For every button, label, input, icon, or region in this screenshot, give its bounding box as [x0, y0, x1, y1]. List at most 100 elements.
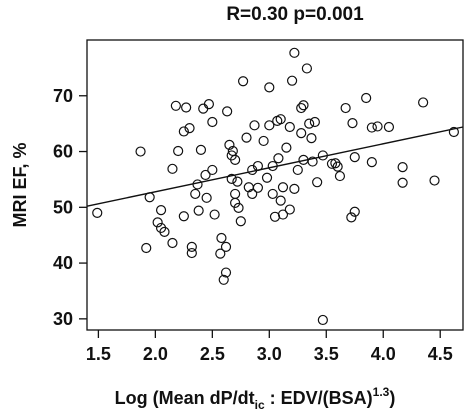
data-point-90: [346, 212, 357, 223]
data-point-102: [429, 175, 440, 186]
x-axis-label-main: Log (Mean dP/dt: [115, 388, 255, 408]
data-point-15: [184, 123, 195, 134]
data-point-87: [332, 161, 343, 172]
data-point-64: [277, 182, 289, 193]
y-tick-label-1: 40: [53, 253, 73, 273]
data-point-92: [349, 206, 360, 217]
data-point-20: [193, 205, 204, 216]
x-tick-label-6: 4.5: [428, 344, 453, 364]
data-point-63: [275, 195, 286, 206]
x-axis-label-sub: ic: [255, 398, 265, 412]
data-point-89: [340, 102, 351, 114]
data-point-42: [232, 176, 243, 187]
data-point-5: [155, 204, 167, 216]
y-tick-label-2: 50: [53, 197, 73, 217]
data-point-81: [309, 116, 320, 128]
data-point-23: [200, 169, 211, 181]
data-point-62: [275, 114, 286, 125]
data-point-2: [141, 242, 152, 254]
chart-title: R=0.30 p=0.001: [226, 4, 364, 25]
data-point-82: [312, 177, 323, 188]
data-point-88: [334, 170, 346, 182]
data-point-49: [247, 188, 258, 200]
data-point-19: [192, 179, 203, 190]
data-point-4: [152, 217, 163, 228]
data-point-61: [273, 153, 284, 164]
x-axis-label-end: ): [389, 388, 395, 408]
data-point-70: [289, 47, 300, 58]
data-point-22: [198, 103, 209, 114]
data-point-18: [190, 188, 201, 200]
y-tick-label-4: 70: [53, 86, 73, 106]
x-tick-label-2: 2.5: [200, 344, 225, 364]
data-point-27: [207, 164, 218, 176]
data-point-57: [267, 160, 278, 172]
data-point-93: [349, 152, 360, 163]
x-axis-label: Log (Mean dP/dtic : EDV/(BSA)1.3): [115, 385, 396, 412]
data-point-11: [173, 145, 184, 157]
data-point-21: [195, 144, 207, 155]
data-point-103: [448, 126, 459, 138]
x-tick-label-1: 2.0: [143, 344, 168, 364]
data-point-95: [366, 157, 377, 168]
y-axis-label: MRI EF, %: [10, 142, 30, 227]
data-point-58: [267, 188, 278, 200]
data-point-96: [366, 122, 377, 133]
data-point-9: [167, 237, 178, 249]
data-point-28: [209, 209, 220, 220]
data-point-52: [252, 182, 264, 193]
x-tick-label-4: 3.5: [314, 344, 339, 364]
data-point-72: [292, 164, 303, 176]
data-point-12: [178, 126, 189, 137]
x-axis-label-sup: 1.3: [373, 385, 390, 399]
data-point-99: [397, 162, 408, 173]
data-point-67: [284, 121, 295, 133]
plot-frame: [86, 39, 464, 331]
x-tick-label-0: 1.5: [86, 344, 111, 364]
data-point-17: [186, 247, 197, 259]
data-point-56: [264, 120, 275, 131]
x-tick-label-3: 3.0: [257, 344, 282, 364]
data-point-65: [277, 209, 289, 220]
data-point-43: [233, 202, 244, 213]
data-point-30: [216, 232, 227, 244]
data-point-97: [372, 121, 383, 132]
data-point-13: [178, 211, 189, 222]
data-point-44: [235, 216, 246, 227]
data-point-10: [170, 100, 181, 111]
y-tick-label-3: 60: [53, 142, 73, 162]
data-point-80: [307, 156, 318, 167]
data-point-34: [222, 106, 233, 117]
x-axis: 1.5 2.0 2.5 3.0 3.5 4.0 4.5: [86, 330, 453, 364]
data-point-55: [264, 82, 275, 93]
x-axis-label-mid: : EDV/(BSA): [265, 388, 373, 408]
data-point-54: [261, 172, 273, 183]
data-point-3: [144, 192, 155, 203]
data-point-32: [220, 241, 232, 253]
data-point-24: [201, 192, 212, 203]
data-point-69: [286, 75, 298, 86]
data-point-66: [281, 142, 292, 153]
data-point-16: [186, 241, 197, 253]
y-tick-label-0: 30: [53, 309, 73, 329]
x-tick-label-5: 4.0: [371, 344, 396, 364]
data-point-26: [207, 116, 218, 128]
data-point-39: [230, 154, 241, 166]
data-point-101: [418, 97, 429, 108]
data-point-98: [383, 121, 395, 133]
data-point-45: [237, 76, 249, 87]
data-point-77: [301, 63, 313, 74]
y-axis: 30 40 50 60 70: [53, 86, 87, 329]
data-point-53: [258, 135, 269, 147]
data-point-75: [298, 100, 309, 111]
data-point-73: [296, 102, 307, 114]
data-point-94: [361, 92, 372, 104]
data-point-71: [289, 183, 300, 195]
data-point-91: [347, 117, 358, 129]
data-point-85: [326, 158, 338, 169]
data-point-74: [296, 128, 307, 139]
data-points: [92, 47, 459, 326]
data-point-46: [241, 132, 252, 143]
data-point-68: [284, 204, 295, 215]
